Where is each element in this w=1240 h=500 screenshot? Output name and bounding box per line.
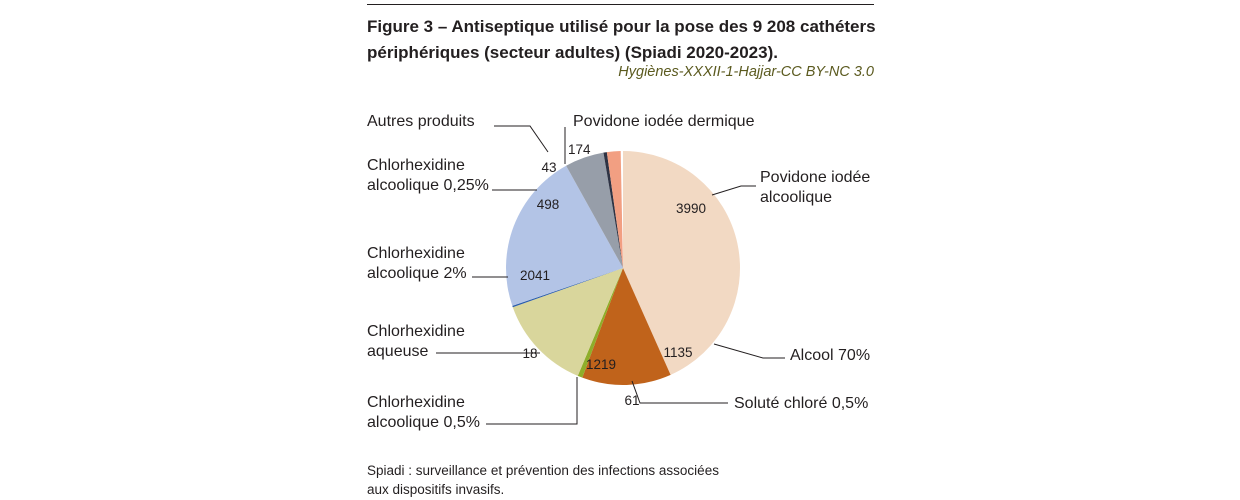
pie-slice (623, 151, 741, 375)
callout-line (711, 185, 756, 196)
slice-value-label: 498 (537, 197, 560, 212)
figure-credit: Hygiènes-XXXII-1-Hajjar-CC BY-NC 3.0 (618, 64, 874, 80)
slice-category-label: Povidone iodée alcoolique (760, 169, 870, 206)
slice-category-label: Chlorhexidine aqueuse (367, 323, 465, 360)
figure-footnote: Spiadi : surveillance et prévention des … (367, 461, 719, 499)
top-rule (367, 4, 874, 5)
footnote-line-2: aux dispositifs invasifs. (367, 482, 505, 497)
pie-slice (577, 268, 623, 378)
callout-line (713, 343, 785, 359)
pie-slice (512, 268, 623, 308)
figure-title: Figure 3 – Antiseptique utilisé pour la … (367, 14, 887, 66)
slice-category-label: Chlorhexidine alcoolique 2% (367, 245, 467, 282)
slice-value-label: 3990 (676, 201, 706, 216)
slice-category-label-line: Chlorhexidine (367, 245, 465, 262)
slice-category-label: Alcool 70% (790, 347, 870, 364)
callout-line (631, 380, 728, 404)
callout-line (494, 125, 549, 153)
pie-slice (582, 268, 671, 385)
slice-category-label-line: Povidone iodée (760, 169, 870, 186)
slice-category-label-line: Chlorhexidine (367, 323, 465, 340)
pie-slice (566, 152, 623, 268)
pie-slice (512, 268, 623, 376)
slice-category-label: Povidone iodée dermique (573, 113, 755, 130)
pie-slice (603, 152, 623, 268)
slice-value-label: 174 (568, 142, 591, 157)
slice-category-label-line: alcoolique (760, 189, 832, 206)
slice-category-label: Chlorhexidine alcoolique 0,25% (367, 157, 489, 194)
slice-category-label-line: alcoolique 2% (367, 265, 467, 282)
figure-title-line-1: Figure 3 – Antiseptique utilisé pour la … (367, 17, 876, 36)
footnote-line-1: Spiadi : surveillance et prévention des … (367, 463, 719, 478)
slice-category-label-line: Povidone iodée dermique (573, 113, 755, 130)
slice-value-label: 1135 (663, 345, 692, 360)
slice-value-label: 1219 (586, 357, 616, 372)
callout-line (486, 377, 578, 425)
slice-category-label: Autres produits (367, 113, 475, 130)
pie-slice (506, 165, 623, 306)
slice-category-label-line: alcoolique 0,25% (367, 177, 489, 194)
slice-category-label: Soluté chloré 0,5% (734, 395, 868, 412)
slice-category-label-line: Alcool 70% (790, 347, 870, 364)
slice-value-label: 61 (624, 393, 639, 408)
slice-category-label-line: Soluté chloré 0,5% (734, 395, 868, 412)
slice-category-label-line: Chlorhexidine (367, 157, 465, 174)
slice-category-label-line: Autres produits (367, 113, 475, 130)
pie-slice (606, 151, 623, 268)
slice-value-label: 18 (522, 346, 537, 361)
slice-category-label-line: Chlorhexidine (367, 394, 465, 411)
slice-value-label: 43 (541, 160, 556, 175)
slice-category-label-line: alcoolique 0,5% (367, 414, 480, 431)
slice-category-label: Chlorhexidine alcoolique 0,5% (367, 394, 480, 431)
figure-title-line-2: périphériques (secteur adultes) (Spiadi … (367, 43, 778, 62)
slice-value-label: 2041 (520, 268, 550, 283)
slice-category-label-line: aqueuse (367, 343, 428, 360)
